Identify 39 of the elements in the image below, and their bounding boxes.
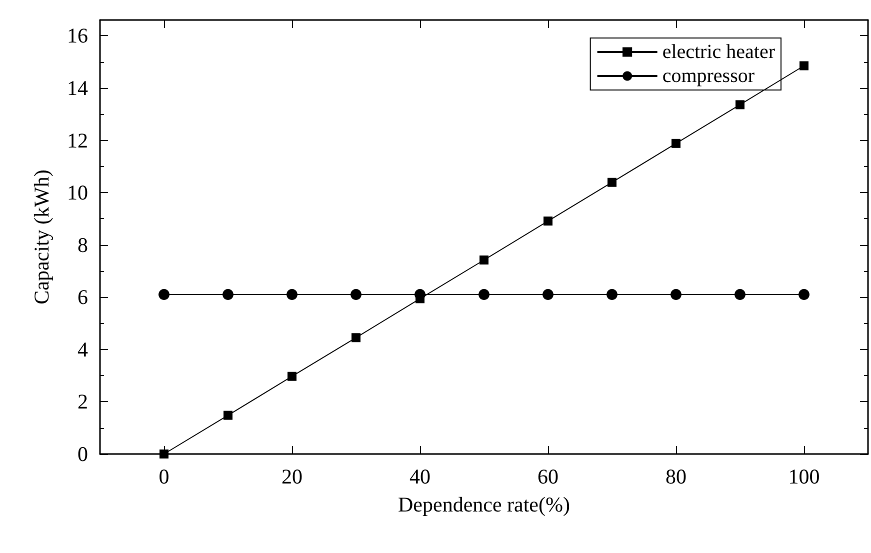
point (672, 138, 680, 148)
point (608, 178, 616, 187)
y-tick-label: 16 (67, 24, 88, 48)
point (798, 289, 810, 300)
point (736, 100, 744, 110)
y-tick-label: 2 (78, 390, 88, 414)
point (352, 333, 360, 342)
y-tick-label: 10 (67, 180, 88, 205)
x-tick-label: 0 (158, 464, 170, 488)
point (800, 61, 808, 70)
y-tick-label: 4 (78, 337, 88, 362)
point (480, 256, 488, 265)
x-axis-title: Dependence rate(%) (398, 492, 570, 516)
point (286, 289, 298, 300)
point (288, 372, 296, 381)
y-tick-label: 8 (78, 232, 88, 257)
point (606, 289, 618, 300)
y-tick-label: 12 (67, 128, 88, 152)
y-tick-label: 6 (78, 285, 88, 310)
y-tick-label: 0 (78, 442, 88, 466)
y-tick-label: 14 (67, 76, 88, 100)
x-tick-label: 80 (666, 464, 686, 488)
point (160, 450, 168, 458)
point (222, 289, 234, 300)
point (158, 289, 170, 300)
y-axis-title: Capacity (kWh) (30, 170, 54, 304)
point (350, 289, 362, 300)
x-tick-label: 40 (410, 464, 430, 488)
point (734, 289, 746, 300)
legend-label: compressor (662, 65, 755, 87)
x-tick-label: 20 (282, 464, 302, 488)
point (224, 410, 232, 420)
x-tick-label: 100 (788, 464, 820, 488)
legend-label: electric heater (662, 41, 776, 63)
point (544, 216, 552, 226)
point (542, 289, 554, 300)
x-tick-label: 60 (538, 464, 558, 488)
point (670, 289, 682, 300)
point (478, 289, 490, 300)
